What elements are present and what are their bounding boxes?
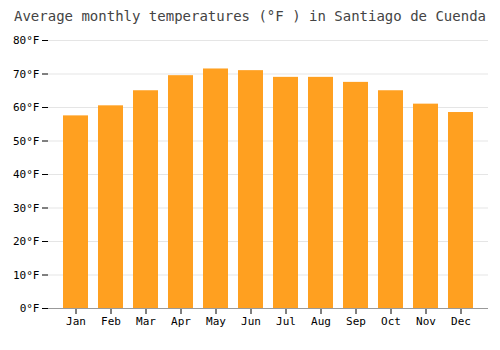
svg-text:60°F: 60°F bbox=[13, 101, 40, 114]
svg-text:Jun: Jun bbox=[241, 315, 261, 328]
svg-text:Oct: Oct bbox=[381, 315, 401, 328]
svg-text:20°F: 20°F bbox=[13, 235, 40, 248]
svg-text:Aug: Aug bbox=[311, 315, 331, 328]
svg-text:Jul: Jul bbox=[276, 315, 296, 328]
svg-text:Nov: Nov bbox=[416, 315, 436, 328]
svg-text:40°F: 40°F bbox=[13, 168, 40, 181]
svg-text:Apr: Apr bbox=[171, 315, 191, 328]
svg-text:Jan: Jan bbox=[66, 315, 86, 328]
svg-text:70°F: 70°F bbox=[13, 68, 40, 81]
svg-text:10°F: 10°F bbox=[13, 269, 40, 282]
svg-text:May: May bbox=[206, 315, 226, 328]
svg-text:50°F: 50°F bbox=[13, 135, 40, 148]
svg-text:80°F: 80°F bbox=[13, 34, 40, 47]
svg-text:Feb: Feb bbox=[101, 315, 121, 328]
svg-text:Mar: Mar bbox=[136, 315, 156, 328]
svg-text:Sep: Sep bbox=[346, 315, 366, 328]
svg-text:Dec: Dec bbox=[451, 315, 471, 328]
svg-text:0°F: 0°F bbox=[20, 302, 40, 315]
svg-text:30°F: 30°F bbox=[13, 202, 40, 215]
html-text:Average monthly temperatures (: Average monthly temperatures (°F ) in Sa… bbox=[14, 8, 486, 24]
